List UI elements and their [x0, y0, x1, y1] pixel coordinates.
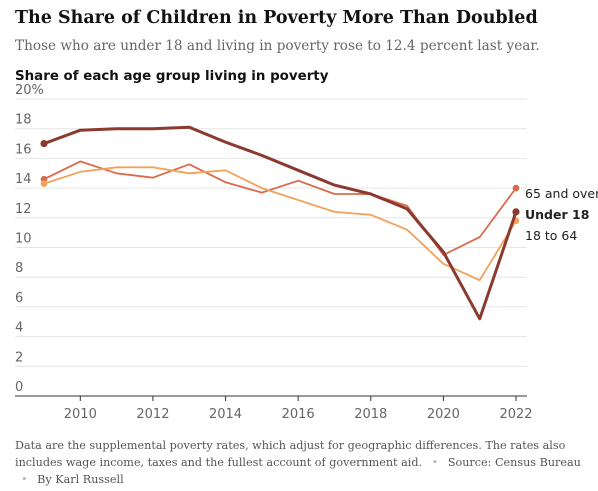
y-tick-label: 20% [15, 83, 44, 98]
grid-layer [15, 98, 527, 367]
series-layer [40, 125, 520, 321]
y-tick-label: 16 [15, 142, 32, 157]
y-tick-label: 12 [15, 202, 32, 217]
y-tick-label: 14 [15, 172, 32, 187]
y-tick-label: 8 [15, 261, 23, 276]
series-point-under-18 [40, 139, 48, 148]
byline: By Karl Russell [37, 473, 124, 486]
poverty-line-chart: 0 2 4 6 8 10 12 14 16 18 20% 2010 2012 2014 2016 2018 20… [15, 83, 598, 422]
series-line-18-to-64 [43, 166, 517, 282]
subhead: Those who are under 18 and living in pov… [15, 38, 540, 54]
y-tick-label: 10 [15, 232, 32, 247]
y-tick-label: 2 [15, 350, 23, 365]
y-tick-label: 4 [15, 321, 23, 336]
label-layer: 65 and over Under 18 18 to 64 [525, 186, 598, 243]
chart-title: Share of each age group living in povert… [15, 69, 329, 84]
headline: The Share of Children in Poverty More Th… [15, 8, 538, 28]
series-point-under-18 [512, 208, 520, 216]
x-tick-label: 2022 [499, 407, 532, 422]
x-tick-label: 2010 [64, 407, 97, 422]
y-tick-label: 6 [15, 291, 23, 306]
series-label-65-and-over: 65 and over [525, 186, 598, 201]
series-point-18-to-64 [40, 180, 48, 187]
x-tick-label: 2014 [209, 407, 242, 422]
series-line-65-and-over [43, 160, 517, 256]
source-text: Source: Census Bureau [447, 456, 581, 469]
footnote-text: Data are the supplemental poverty rates,… [15, 439, 566, 469]
series-line-under-18 [42, 125, 518, 321]
separator-dot: • [431, 456, 439, 469]
footnote: Data are the supplemental poverty rates,… [15, 437, 590, 488]
series-point-65-and-over [512, 184, 520, 192]
x-tick-label: 2018 [354, 407, 387, 422]
y-tick-label: 0 [15, 380, 23, 395]
series-label-18-to-64: 18 to 64 [525, 228, 577, 243]
x-tick-label: 2016 [282, 407, 315, 422]
x-tick-label: 2020 [427, 407, 460, 422]
x-tick-label: 2012 [136, 407, 169, 422]
separator-dot: • [21, 473, 28, 486]
y-tick-label: 18 [15, 113, 32, 128]
series-label-under-18: Under 18 [525, 207, 589, 222]
axis-layer: 0 2 4 6 8 10 12 14 16 18 20% 2010 2012 2014 2016 2018 20… [15, 83, 533, 422]
